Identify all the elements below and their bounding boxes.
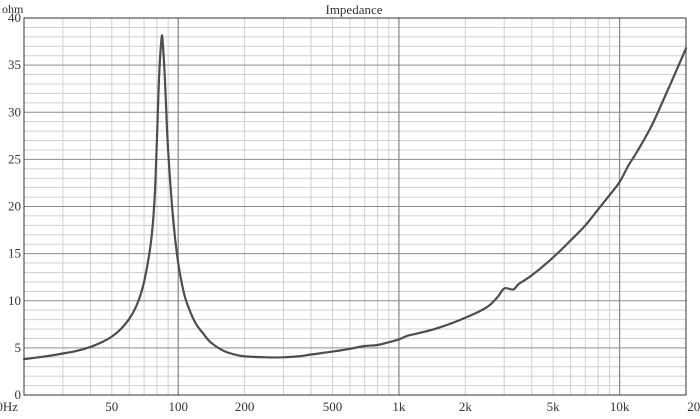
x-tick-label: 20Hz	[0, 399, 18, 414]
y-tick-label: 30	[8, 104, 21, 119]
x-tick-label: 10k	[610, 399, 630, 414]
y-tick-label: 0	[15, 387, 22, 402]
y-tick-label: 15	[8, 246, 21, 261]
x-tick-label: 200	[235, 399, 255, 414]
y-tick-label: 20	[8, 199, 21, 214]
x-tick-label: 1k	[392, 399, 406, 414]
x-tick-label: 5k	[547, 399, 561, 414]
plot-frame	[23, 17, 687, 396]
y-tick-label: 40	[8, 10, 21, 25]
x-tick-label: 20k	[687, 399, 700, 414]
x-tick-label: 500	[323, 399, 343, 414]
x-tick-label: 50	[105, 399, 118, 414]
y-tick-label: 35	[8, 57, 21, 72]
y-axis-unit-label: ohm	[2, 2, 24, 16]
x-tick-labels: 20Hz 50 100 200 500 1k 2k 5k 10k 20k	[0, 399, 700, 414]
impedance-curve	[22, 34, 688, 361]
series-layer	[22, 34, 688, 361]
y-tick-labels: 0 5 10 15 20 25 30 35 40	[8, 10, 21, 402]
x-tick-label: 100	[168, 399, 188, 414]
y-tick-label: 10	[8, 293, 21, 308]
y-tick-label: 25	[8, 151, 21, 166]
chart-title: Impedance	[325, 2, 382, 17]
y-tick-label: 5	[15, 340, 22, 355]
x-tick-label: 2k	[459, 399, 473, 414]
